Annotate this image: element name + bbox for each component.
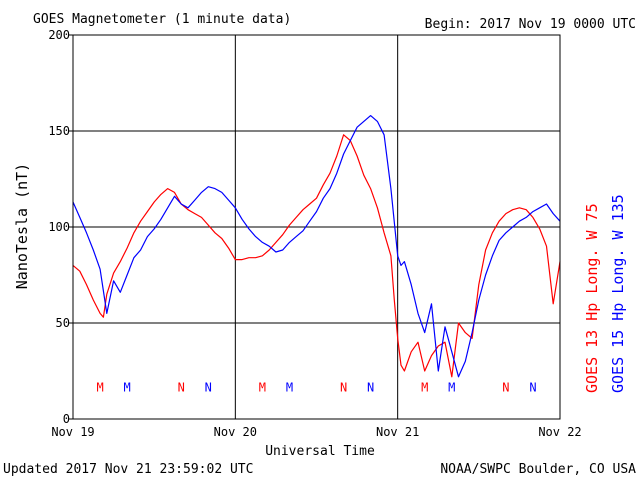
x-tick-label: Nov 22	[538, 425, 581, 439]
grid-lines	[73, 35, 560, 419]
y-tick-label: 150	[48, 124, 70, 138]
y-tick-label: 50	[56, 316, 70, 330]
begin-time: Begin: 2017 Nov 19 0000 UTC	[425, 17, 636, 32]
series-line-goes15	[72, 114, 561, 378]
y-tick-label: 100	[48, 220, 70, 234]
series-line-goes13	[72, 134, 561, 378]
series-layer	[72, 114, 561, 378]
local-time-marker: M	[123, 380, 130, 394]
local-time-marker: N	[502, 380, 509, 394]
local-time-marker: N	[529, 380, 536, 394]
local-time-marker: M	[259, 380, 266, 394]
local-time-marker: N	[205, 380, 212, 394]
x-tick-label: Nov 21	[376, 425, 419, 439]
local-time-marker: N	[340, 380, 347, 394]
y-tick-label: 0	[63, 412, 70, 426]
local-time-marker: M	[96, 380, 103, 394]
legend-goes15: GOES 15 Hp Long. W 135	[609, 194, 627, 393]
local-time-marker: M	[421, 380, 428, 394]
y-tick-label: 200	[48, 28, 70, 42]
y-axis-ticks: 0 50 100 150 200	[48, 28, 73, 426]
local-time-marker: N	[367, 380, 374, 394]
chart-title: GOES Magnetometer (1 minute data)	[33, 12, 291, 27]
local-time-marker: M	[286, 380, 293, 394]
updated-time: Updated 2017 Nov 21 23:59:02 UTC	[3, 462, 253, 477]
local-time-marker: N	[178, 380, 185, 394]
y-axis-label: NanoTesla (nT)	[13, 163, 31, 289]
local-time-marker: M	[448, 380, 455, 394]
x-tick-label: Nov 20	[214, 425, 257, 439]
x-axis-label: Universal Time	[265, 444, 375, 459]
data-source: NOAA/SWPC Boulder, CO USA	[440, 462, 636, 477]
x-axis-ticks: Nov 19 Nov 20 Nov 21 Nov 22	[51, 425, 581, 439]
x-tick-label: Nov 19	[51, 425, 94, 439]
legend-goes13: GOES 13 Hp Long. W 75	[583, 203, 601, 393]
